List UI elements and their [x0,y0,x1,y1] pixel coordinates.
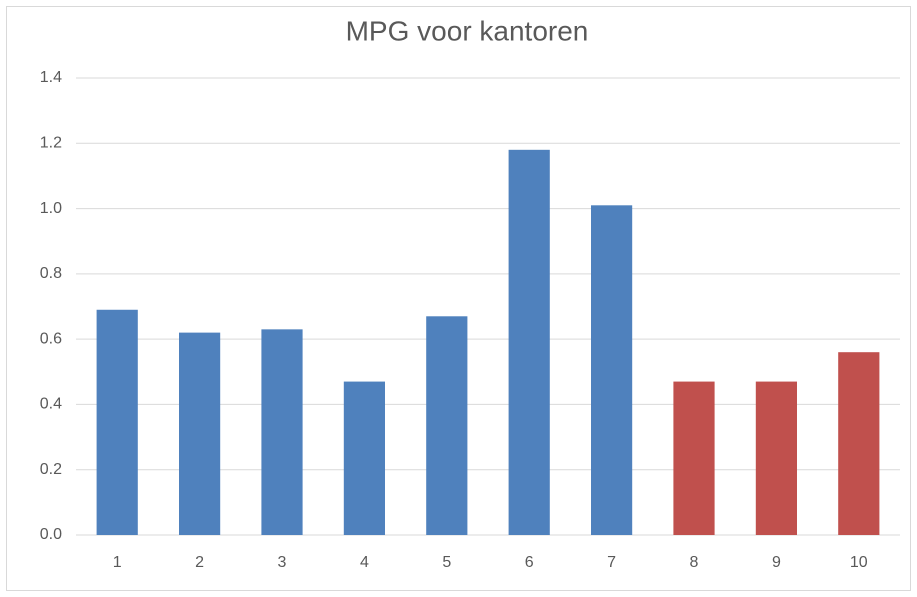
bar [838,352,880,535]
x-tick-label: 2 [195,554,204,571]
y-tick-label: 1.2 [40,135,62,152]
x-tick-label: 3 [278,554,287,571]
bar [508,149,550,536]
x-tick-label: 8 [690,554,699,571]
y-tick-label: 0.8 [40,265,62,282]
y-tick-label: 0.0 [40,526,62,543]
bar [426,316,468,535]
y-tick-label: 1.4 [40,69,62,86]
x-tick-label: 1 [113,554,122,571]
x-tick-label: 4 [360,554,369,571]
x-tick-label: 10 [850,554,868,571]
chart-title: MPG voor kantoren [346,15,589,46]
y-tick-label: 1.0 [40,200,62,217]
bar [673,381,715,535]
x-tick-label: 9 [772,554,781,571]
bar [96,309,138,535]
bar [591,205,633,536]
bar [261,329,303,535]
bar [343,381,385,535]
bar [755,381,797,535]
y-tick-label: 0.6 [40,330,62,347]
x-tick-label: 6 [525,554,534,571]
x-tick-label: 5 [442,554,451,571]
x-tick-label: 7 [607,554,616,571]
y-tick-label: 0.2 [40,461,62,478]
y-tick-label: 0.4 [40,396,62,413]
bar [179,332,221,535]
